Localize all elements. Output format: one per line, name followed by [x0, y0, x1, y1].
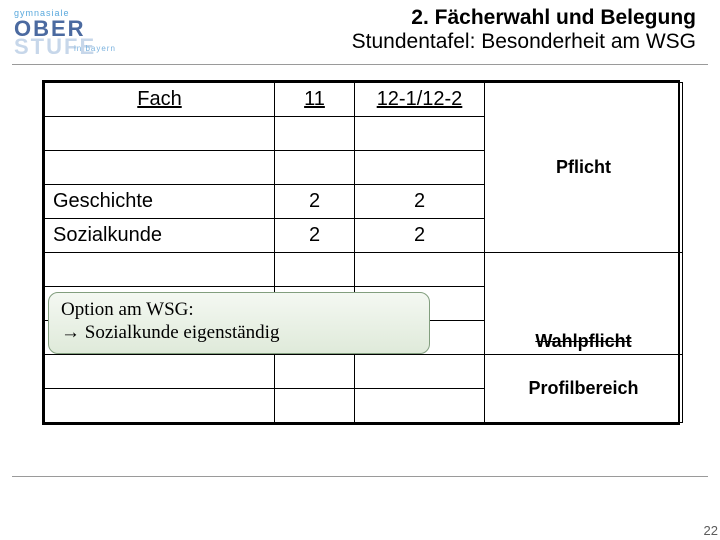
cell-hours-12: 2	[355, 219, 485, 253]
table-header-row: Fach 11 12-1/12-2 Pflicht	[45, 83, 683, 117]
heading-bold: 2. Fächerwahl und Belegung	[156, 6, 696, 30]
cell-subject: Geschichte	[45, 185, 275, 219]
slide-heading: 2. Fächerwahl und Belegung Stundentafel:…	[156, 6, 696, 54]
cell-hours-12: 2	[355, 185, 485, 219]
table-row: Wahlpflicht	[45, 253, 683, 287]
cell-hours-11: 2	[275, 185, 355, 219]
header-12: 12-1/12-2	[355, 83, 485, 117]
page-number: 22	[704, 523, 718, 538]
logo: gymnasiale OBER STUFE in bayern	[10, 6, 150, 60]
label-pflicht: Pflicht	[556, 157, 611, 177]
heading-sub: Stundentafel: Besonderheit am WSG	[156, 30, 696, 54]
header-11: 11	[275, 83, 355, 117]
divider-bottom	[12, 476, 708, 477]
header-fach: Fach	[45, 83, 275, 117]
cell-hours-11: 2	[275, 219, 355, 253]
label-wahlpflicht: Wahlpflicht	[535, 331, 631, 351]
callout-line2: → Sozialkunde eigenständig	[61, 322, 417, 345]
cell-subject: Sozialkunde	[45, 219, 275, 253]
callout-line1: Option am WSG:	[61, 299, 417, 322]
divider-top	[12, 64, 708, 65]
table-row: Profilbereich	[45, 355, 683, 389]
logo-bottom-small: in bayern	[74, 44, 116, 53]
option-callout: Option am WSG: → Sozialkunde eigenständi…	[48, 292, 430, 354]
label-profilbereich: Profilbereich	[528, 378, 638, 398]
subject-table: Fach 11 12-1/12-2 Pflicht Geschichte 2 2…	[42, 80, 680, 425]
